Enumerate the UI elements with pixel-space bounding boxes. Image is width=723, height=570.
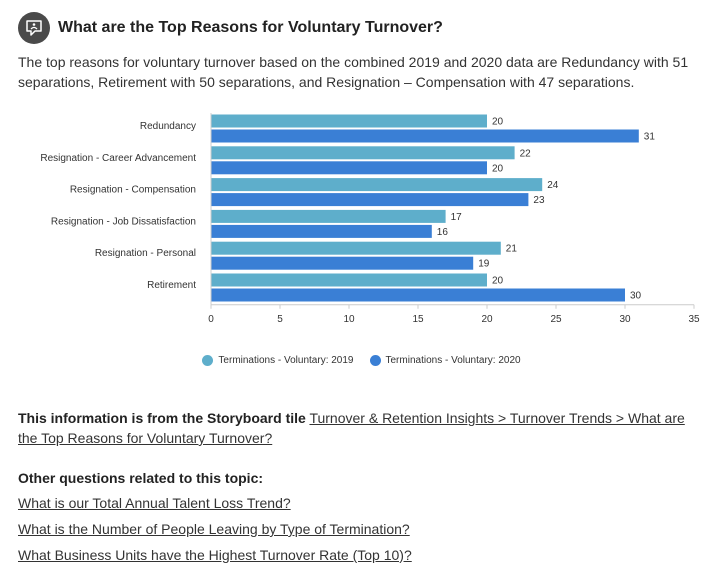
related-questions: Other questions related to this topic: W…	[18, 470, 412, 568]
bar-2020	[211, 161, 487, 175]
related-title: Other questions related to this topic:	[18, 470, 264, 486]
bar-2020	[211, 256, 474, 270]
bar-2020	[211, 224, 432, 238]
x-tick-label: 20	[481, 314, 493, 325]
legend-item-2020[interactable]: Terminations - Voluntary: 2020	[369, 355, 521, 366]
data-label: 23	[533, 195, 545, 206]
legend-dot-2019	[202, 355, 214, 366]
bar-2019	[211, 178, 543, 192]
bar-2020	[211, 129, 639, 143]
page-title: What are the Top Reasons for Voluntary T…	[58, 19, 443, 36]
bar-2019	[211, 241, 501, 255]
source-note: This information is from the Storyboard …	[18, 408, 708, 448]
bar-2019	[211, 209, 446, 223]
related-link-talent-loss[interactable]: What is our Total Annual Talent Loss Tre…	[18, 495, 291, 511]
data-label: 22	[520, 148, 532, 159]
data-label: 19	[478, 259, 490, 270]
legend-label-2019: Terminations - Voluntary: 2019	[218, 355, 354, 366]
data-label: 31	[644, 132, 656, 143]
data-label: 20	[492, 117, 504, 128]
bar-2019	[211, 114, 487, 128]
source-prefix: This information is from the Storyboard …	[18, 410, 306, 426]
legend-label-2020: Terminations - Voluntary: 2020	[385, 355, 521, 366]
bar-chart: Redundancy 20 31 Resignation - Career Advan…	[40, 113, 700, 325]
data-label: 30	[630, 291, 642, 302]
data-label: 17	[451, 212, 463, 223]
intro-text: The top reasons for voluntary turnover b…	[18, 54, 689, 90]
legend-item-2019[interactable]: Terminations - Voluntary: 2019	[202, 355, 354, 366]
bar-2020	[211, 288, 625, 302]
chat-bubble-icon	[18, 12, 50, 44]
x-tick-label: 30	[619, 314, 631, 325]
related-link-business-units[interactable]: What Business Units have the Highest Tur…	[18, 547, 412, 563]
bar-2019	[211, 146, 515, 160]
x-tick-label: 10	[343, 314, 355, 325]
x-tick-label: 15	[412, 314, 424, 325]
bar-2019	[211, 273, 487, 287]
x-tick-label: 25	[550, 314, 562, 325]
data-label: 20	[492, 276, 504, 287]
category-label: Redundancy	[140, 121, 196, 132]
category-label: Resignation - Compensation	[70, 185, 196, 196]
data-label: 24	[547, 180, 559, 191]
data-label: 20	[492, 163, 504, 174]
x-tick-label: 35	[688, 314, 700, 325]
header: What are the Top Reasons for Voluntary T…	[18, 12, 443, 44]
related-link-termination-type[interactable]: What is the Number of People Leaving by …	[18, 521, 410, 537]
bar-2020	[211, 193, 529, 207]
x-tick-label: 5	[277, 314, 283, 325]
chart-legend: Terminations - Voluntary: 2019 Terminati…	[0, 355, 723, 366]
x-tick-label: 0	[208, 314, 214, 325]
category-label: Retirement	[147, 280, 196, 291]
storyboard-tile-link[interactable]: Turnover & Retention Insights > Turnover…	[18, 410, 685, 446]
category-label: Resignation - Personal	[95, 248, 196, 259]
data-label: 21	[506, 244, 518, 255]
category-label: Resignation - Job Dissatisfaction	[51, 216, 196, 227]
data-label: 16	[437, 227, 449, 238]
legend-dot-2020	[369, 355, 381, 366]
category-label: Resignation - Career Advancement	[40, 153, 196, 164]
